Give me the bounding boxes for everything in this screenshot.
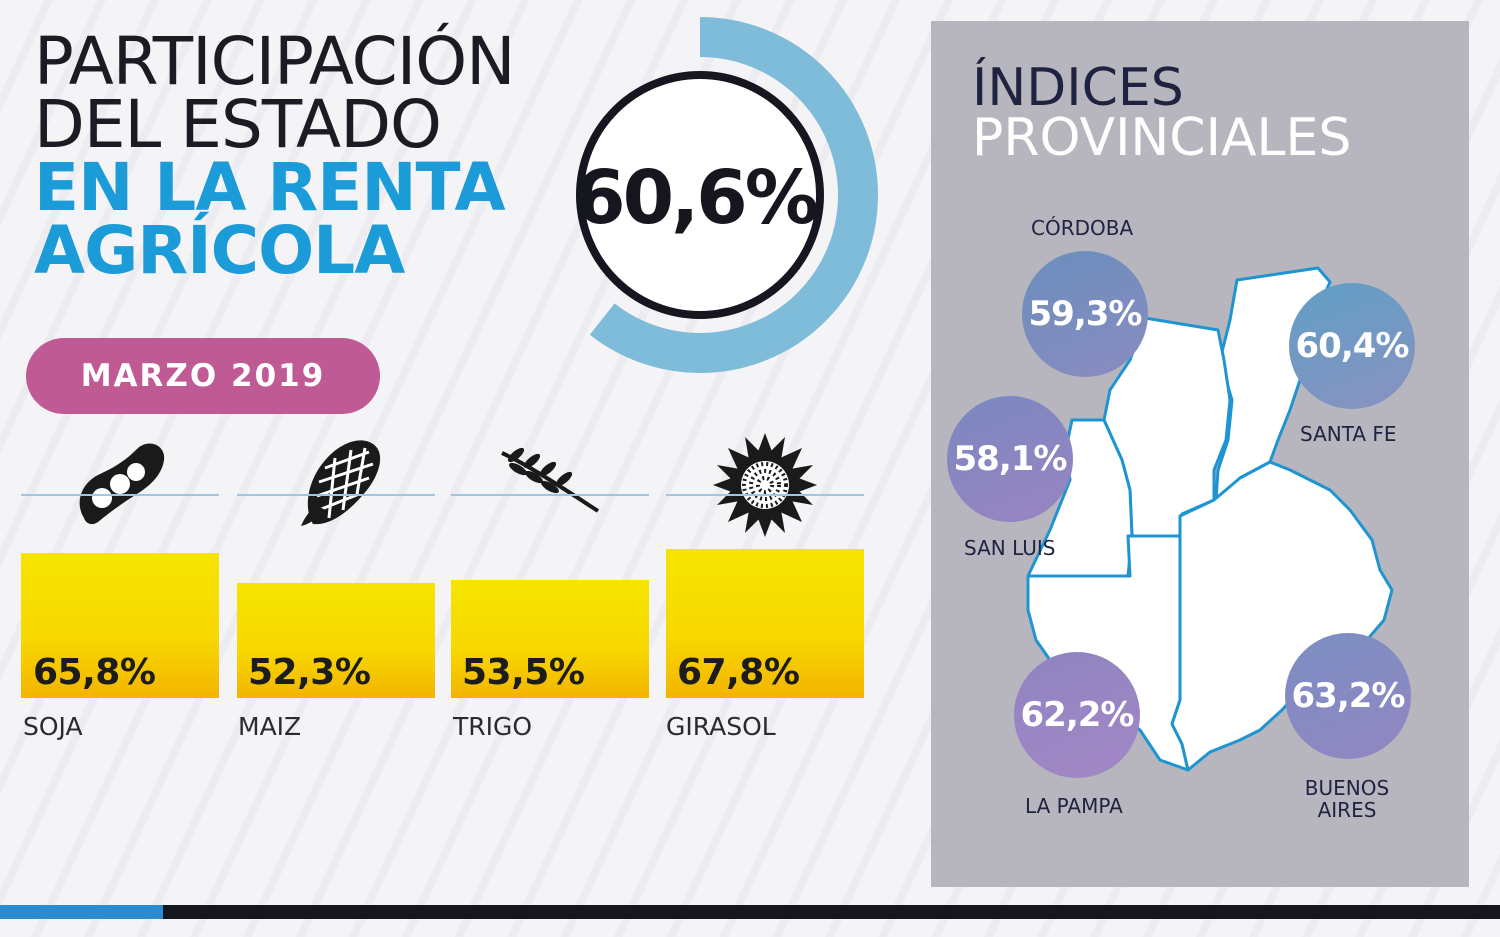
category-label: TRIGO: [453, 712, 533, 741]
bar-value-label: 53,5%: [462, 652, 585, 693]
corn-icon: [301, 440, 381, 526]
soybean-icon: [79, 443, 165, 525]
bar-value-label: 65,8%: [33, 652, 156, 693]
page-title: PARTICIPACIÓN DEL ESTADO EN LA RENTA AGR…: [34, 23, 516, 289]
provinces-subtitle: PROVINCIALES: [972, 108, 1352, 168]
title-line: EN LA RENTA: [34, 149, 506, 226]
crop-divider: [666, 494, 864, 496]
footer-accent: [0, 905, 163, 919]
province-value-santa-fe: 60,4%: [1289, 283, 1415, 409]
bar-value-label: 67,8%: [677, 652, 800, 693]
crop-divider: [21, 494, 219, 496]
category-label: GIRASOL: [666, 712, 776, 741]
wheat-icon: [501, 447, 600, 513]
bar-soja: [21, 553, 219, 698]
title-line: DEL ESTADO: [34, 86, 442, 163]
category-label: SOJA: [23, 712, 83, 741]
date-pill: MARZO 2019: [26, 338, 380, 414]
total-percentage: 60,6%: [574, 155, 819, 241]
province-name: BUENOS AIRES: [1304, 776, 1390, 822]
province-value-buenos-aires: 63,2%: [1285, 633, 1411, 759]
crop-divider: [237, 494, 435, 496]
footer-strip: [0, 905, 1500, 919]
province-name: SANTA FE: [1300, 422, 1397, 446]
bar-girasol: [666, 549, 864, 698]
sunflower-icon: [713, 433, 817, 537]
map-province-la-pampa: [1026, 534, 1190, 772]
bar-value-label: 52,3%: [248, 652, 371, 693]
bar-trigo: [451, 580, 649, 698]
ring-inner-circle: [576, 71, 824, 319]
total-ring-gauge: [540, 17, 878, 373]
province-value-la-pampa: 62,2%: [1014, 652, 1140, 778]
province-name: LA PAMPA: [1025, 794, 1123, 818]
crop-divider: [451, 494, 649, 496]
category-label: MAIZ: [238, 712, 302, 741]
province-value-san-luis: 58,1%: [947, 396, 1073, 522]
province-name: SAN LUIS: [964, 536, 1056, 560]
title-line: PARTICIPACIÓN: [34, 23, 516, 100]
province-name: CÓRDOBA: [1031, 216, 1134, 240]
title-line: AGRÍCOLA: [34, 212, 405, 289]
provinces-title: ÍNDICES: [972, 58, 1184, 118]
bar-maiz: [237, 583, 435, 698]
province-value-cordoba: 59,3%: [1022, 251, 1148, 377]
ring-arc: [540, 17, 878, 373]
